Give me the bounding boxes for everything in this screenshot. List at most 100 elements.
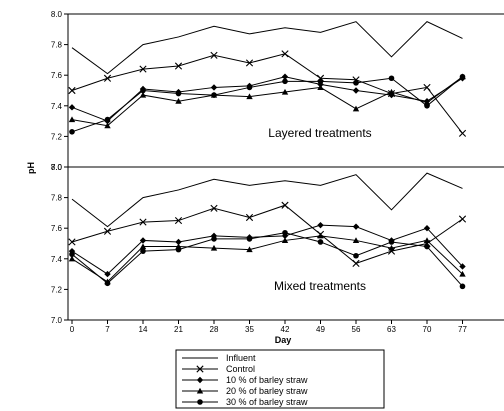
series-line-influent bbox=[71, 21, 463, 75]
data-point-30-of-barley-straw bbox=[353, 80, 359, 86]
data-point-control bbox=[68, 238, 76, 246]
data-point-control bbox=[210, 204, 218, 212]
data-point-control bbox=[458, 215, 467, 223]
legend-marker-10-of-barley-straw bbox=[196, 376, 204, 384]
data-point-10-of-barley-straw bbox=[352, 223, 360, 230]
x-tick-label: 63 bbox=[387, 325, 396, 334]
data-point-control bbox=[281, 201, 289, 209]
y-tick-label: 7.4 bbox=[51, 255, 63, 264]
data-point-30-of-barley-straw bbox=[317, 78, 324, 85]
x-tick-label: 42 bbox=[281, 325, 290, 334]
data-point-10-of-barley-straw bbox=[210, 84, 218, 91]
y-tick-label: 7.8 bbox=[51, 194, 63, 203]
data-point-20-of-barley-straw bbox=[352, 237, 360, 243]
y-tick-label: 8.0 bbox=[51, 163, 63, 172]
data-point-20-of-barley-straw bbox=[210, 244, 218, 251]
data-point-30-of-barley-straw bbox=[353, 252, 359, 259]
series-line-control bbox=[71, 53, 463, 134]
x-tick-label: 70 bbox=[423, 325, 432, 334]
y-tick-label: 7.0 bbox=[51, 316, 63, 325]
data-point-20-of-barley-straw bbox=[388, 88, 395, 95]
y-tick-label: 8.0 bbox=[51, 10, 63, 19]
data-point-30-of-barley-straw bbox=[69, 251, 75, 258]
data-point-control bbox=[174, 216, 183, 225]
y-tick-label: 7.6 bbox=[51, 224, 63, 233]
data-point-10-of-barley-straw bbox=[281, 73, 289, 80]
data-point-20-of-barley-straw bbox=[246, 246, 253, 253]
data-point-control bbox=[281, 50, 289, 58]
data-point-10-of-barley-straw bbox=[459, 263, 466, 270]
data-point-30-of-barley-straw bbox=[246, 84, 253, 91]
x-tick-label: 7 bbox=[105, 325, 110, 334]
data-point-30-of-barley-straw bbox=[317, 239, 324, 245]
data-point-control bbox=[174, 62, 183, 70]
x-tick-label: 56 bbox=[352, 325, 361, 334]
series-line-20-of-barley-straw bbox=[71, 235, 463, 283]
data-point-control bbox=[68, 86, 76, 95]
data-point-30-of-barley-straw bbox=[104, 116, 111, 123]
legend-label-10-of-barley-straw: 10 % of barley straw bbox=[226, 375, 308, 385]
data-point-30-of-barley-straw bbox=[424, 103, 430, 109]
data-point-30-of-barley-straw bbox=[459, 73, 466, 80]
panel-layered-treatments: 7.0 7.2 7.4 7.6 7.8 8.0 Layered treatments bbox=[51, 10, 504, 172]
y-tick-label: 7.8 bbox=[51, 41, 63, 50]
data-point-20-of-barley-straw bbox=[281, 88, 289, 95]
panel-mixed-treatments: 7.0 7.2 7.4 7.6 7.8 8.0 0 7 14 21 28 35 42 49 56 63 70 77… bbox=[51, 163, 504, 334]
x-tick-label: 14 bbox=[139, 325, 148, 334]
legend-label-20-of-barley-straw: 20 % of barley straw bbox=[226, 386, 308, 396]
x-tick-label: 35 bbox=[245, 325, 254, 334]
data-point-20-of-barley-straw bbox=[352, 105, 360, 112]
data-point-30-of-barley-straw bbox=[459, 283, 466, 290]
data-point-20-of-barley-straw bbox=[246, 93, 253, 100]
y-tick-label: 7.0 bbox=[51, 163, 63, 172]
data-point-20-of-barley-straw bbox=[139, 243, 147, 250]
data-point-30-of-barley-straw bbox=[282, 229, 288, 236]
data-point-control bbox=[352, 259, 360, 267]
y-tick-label: 7.2 bbox=[51, 132, 63, 141]
x-tick-label: 49 bbox=[316, 325, 325, 334]
data-point-control bbox=[245, 213, 254, 222]
data-point-control bbox=[245, 59, 254, 67]
y-tick-label: 7.6 bbox=[51, 71, 63, 80]
x-tick-label: 77 bbox=[458, 325, 467, 334]
series-line-control bbox=[71, 204, 463, 264]
legend-label-control: Control bbox=[226, 364, 255, 374]
data-point-20-of-barley-straw bbox=[281, 237, 289, 243]
data-point-20-of-barley-straw bbox=[139, 91, 147, 98]
x-tick-label: 0 bbox=[70, 325, 75, 334]
data-point-control bbox=[210, 51, 218, 59]
legend-label-influent: Influent bbox=[226, 353, 256, 363]
legend-box bbox=[175, 349, 385, 409]
data-point-30-of-barley-straw bbox=[175, 90, 182, 97]
data-point-30-of-barley-straw bbox=[140, 87, 146, 94]
data-point-30-of-barley-straw bbox=[211, 92, 217, 98]
data-point-30-of-barley-straw bbox=[388, 75, 395, 82]
data-point-30-of-barley-straw bbox=[140, 248, 146, 254]
data-point-10-of-barley-straw bbox=[423, 225, 431, 232]
data-point-30-of-barley-straw bbox=[211, 236, 217, 242]
data-point-control bbox=[103, 74, 112, 82]
legend-label-30-of-barley-straw: 30 % of barley straw bbox=[226, 397, 308, 407]
data-point-30-of-barley-straw bbox=[282, 78, 288, 85]
panel-label: Layered treatments bbox=[268, 126, 371, 140]
data-point-10-of-barley-straw bbox=[175, 238, 182, 246]
data-point-10-of-barley-straw bbox=[317, 221, 324, 229]
series-line-30-of-barley-straw bbox=[71, 76, 463, 133]
data-point-30-of-barley-straw bbox=[104, 280, 111, 287]
series-line-influent bbox=[71, 172, 463, 228]
data-point-control bbox=[423, 83, 431, 92]
data-point-10-of-barley-straw bbox=[139, 237, 147, 244]
data-point-20-of-barley-straw bbox=[68, 255, 76, 262]
data-point-30-of-barley-straw bbox=[246, 236, 253, 242]
data-point-control bbox=[139, 65, 147, 73]
data-point-10-of-barley-straw bbox=[352, 87, 360, 94]
data-point-20-of-barley-straw bbox=[423, 237, 431, 243]
y-tick-label: 7.2 bbox=[51, 285, 63, 294]
data-point-control bbox=[103, 227, 112, 235]
legend-marker-20-of-barley-straw bbox=[196, 387, 204, 394]
data-point-30-of-barley-straw bbox=[424, 243, 430, 250]
panel-label: Mixed treatments bbox=[274, 279, 366, 293]
data-point-20-of-barley-straw bbox=[104, 122, 111, 129]
series-line-20-of-barley-straw bbox=[71, 76, 463, 127]
